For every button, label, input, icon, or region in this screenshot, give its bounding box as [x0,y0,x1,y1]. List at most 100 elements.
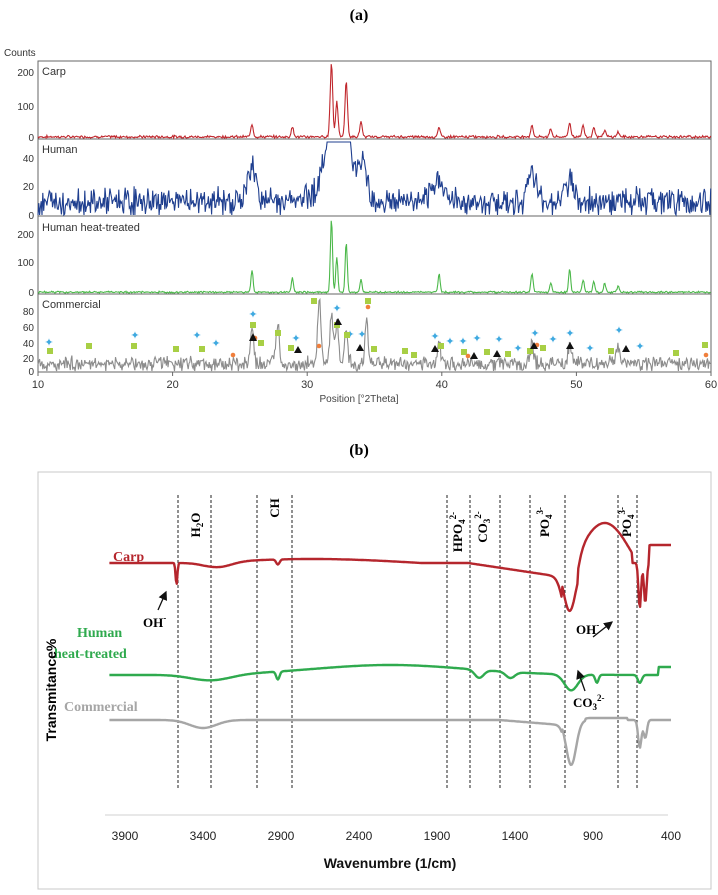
panel-b-y-axis-label: Transmitance% [43,638,59,741]
y-tick-label: 20 [23,182,35,193]
star-marker: ✦ [291,333,300,345]
y-tick-label: 0 [28,133,34,144]
series-label-heat-treated: heat-treated [54,647,127,662]
panel-b-frame [37,471,712,890]
track-label-human: Human [42,144,77,156]
x-tick-label: 40 [436,379,448,391]
x-tick-label: 2900 [268,829,295,843]
star-marker: ✦ [548,334,557,346]
square-marker [258,340,264,346]
panel-b-label: (b) [349,442,369,459]
band-label-h2o: H2O [188,513,205,538]
square-marker [527,348,533,354]
square-marker [199,346,205,352]
panel-b-x-axis-label: Wavenumbre (1/cm) [324,855,457,871]
star-marker: ✦ [192,330,201,342]
panel-a-y-unit: Counts [4,48,36,59]
annotation-arrow-oh-carp [157,590,167,611]
square-marker [461,349,467,355]
star-marker: ✦ [130,330,139,342]
track-label-commercial: Commercial [42,299,101,311]
y-tick-label: 80 [23,307,35,318]
square-marker [173,346,179,352]
y-tick-label: 0 [28,211,34,222]
y-tick-label: 100 [17,102,34,113]
star-marker: ✦ [357,329,366,341]
triangle-marker [470,352,478,359]
track-label-human-heat-treated: Human heat-treated [42,222,140,234]
square-marker [673,350,679,356]
star-marker: ✦ [494,334,503,346]
star-marker: ✦ [565,328,574,340]
triangle-marker [294,346,302,353]
star-marker: ✦ [445,336,454,348]
x-tick-label: 400 [661,829,681,843]
panel-a-label: (a) [350,7,369,24]
triangle-marker [356,344,364,351]
square-marker [344,332,350,338]
square-marker [311,298,317,304]
dot-marker [365,304,371,310]
ftir-carp-line [109,521,672,613]
x-tick-label: 3400 [190,829,217,843]
annotation-oh-right: OH- [576,620,599,637]
annotation-co3: CO32- [573,693,605,712]
dot-marker [465,353,471,359]
x-tick-label: 30 [301,379,313,391]
square-marker [411,352,417,358]
xrd-human-heat-treated-line [37,220,711,295]
x-tick-label: 1900 [424,829,451,843]
square-marker [365,298,371,304]
star-marker: ✦ [513,343,522,355]
star-marker: ✦ [585,343,594,355]
triangle-marker [566,342,574,349]
star-marker: ✦ [472,333,481,345]
dot-marker [230,352,236,358]
y-tick-label: 100 [17,258,34,269]
triangle-marker [334,318,342,325]
dot-marker [703,352,709,358]
square-marker [505,351,511,357]
band-label-po4-b: PO43- [617,507,636,537]
square-marker [540,345,546,351]
ftir-human-heat-treated-line [109,663,672,692]
x-tick-label: 20 [166,379,178,391]
square-marker [438,343,444,349]
square-marker [371,346,377,352]
series-label-carp: Carp [113,550,144,565]
square-marker [131,343,137,349]
triangle-marker [530,342,538,349]
x-tick-label: 50 [570,379,582,391]
square-marker [250,322,256,328]
star-marker: ✦ [614,325,623,337]
x-tick-label: 1400 [502,829,529,843]
star-marker: ✦ [248,309,257,321]
band-label-po4-a: PO43- [535,507,554,537]
x-tick-label: 60 [705,379,717,391]
square-marker [402,348,408,354]
square-marker [288,345,294,351]
annotation-oh-carp: OH- [143,613,166,630]
star-marker: ✦ [530,328,539,340]
star-marker: ✦ [635,341,644,353]
triangle-marker [622,345,630,352]
square-marker [608,348,614,354]
x-tick-label: 3900 [112,829,139,843]
xrd-commercial-line [37,297,711,373]
series-label-commercial: Commercial [64,700,138,715]
phase-markers: ✦ ✦ ✦ ✦ ✦ ✦ ✦ ✦ ✦ ✦ ✦ ✦ ✦ ✦ ✦ ✦ ✦ ✦ ✦ ✦ … [44,298,709,359]
track-label-carp: Carp [42,66,66,78]
x-tick-label: 900 [583,829,603,843]
band-label-ch: CH [267,498,282,518]
y-tick-label: 60 [23,323,35,334]
triangle-marker [493,350,501,357]
square-marker [702,342,708,348]
y-tick-label: 200 [17,68,34,79]
annotation-arrow-oh-right [592,621,614,638]
annotation-arrow-co3 [576,669,586,692]
dot-marker [316,343,322,349]
ftir-commercial-line [109,716,672,767]
square-marker [47,348,53,354]
square-marker [86,343,92,349]
